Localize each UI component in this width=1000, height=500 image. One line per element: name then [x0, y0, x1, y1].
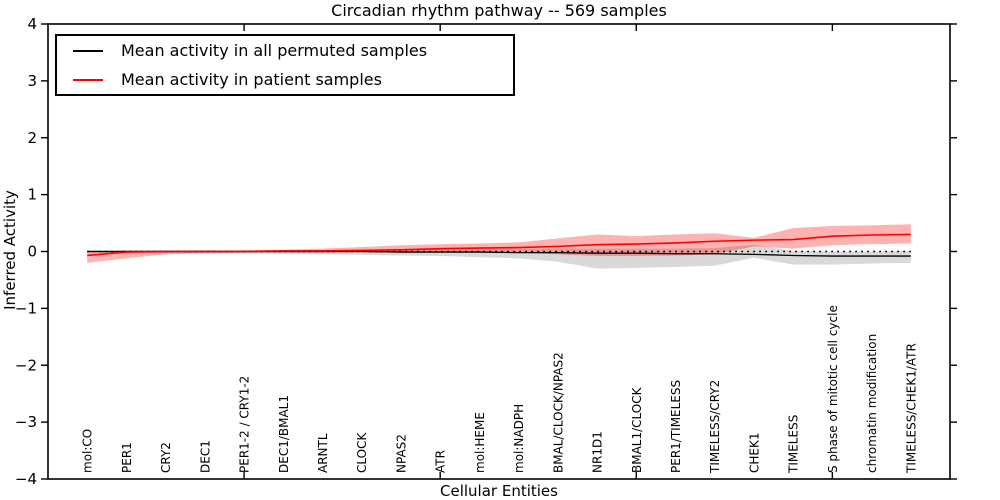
y-tick-label: 3: [27, 72, 37, 90]
y-tick-label: 0: [27, 243, 37, 261]
x-category-label: chromatin modification: [865, 334, 879, 473]
y-tick-label: 4: [27, 15, 37, 33]
x-category-label: TIMELESS: [787, 415, 801, 474]
x-category-label: mol:CO: [81, 429, 95, 473]
x-axis-label: Cellular Entities: [440, 482, 558, 500]
x-category-label: ARNTL: [316, 433, 330, 473]
x-category-label: NR1D1: [591, 431, 605, 473]
x-category-label: PER1-2 / CRY1-2: [238, 376, 252, 473]
legend-swatch: [73, 49, 103, 52]
x-category-label: DEC1/BMAL1: [277, 395, 291, 473]
y-tick-label: 1: [27, 186, 37, 204]
x-category-label: NPAS2: [394, 434, 408, 473]
x-category-label: PER1: [120, 442, 134, 473]
y-tick-label: −3: [15, 413, 37, 431]
x-category-label: TIMELESS/CHEK1/ATR: [904, 343, 918, 474]
y-tick-label: −1: [15, 299, 37, 317]
x-category-label: BMAL/CLOCK/NPAS2: [551, 352, 565, 473]
legend-swatch: [73, 78, 103, 81]
y-tick-label: −2: [15, 356, 37, 374]
series-line: [87, 233, 911, 257]
legend: Mean activity in all permuted samples Me…: [55, 34, 515, 96]
x-category-label: S phase of mitotic cell cycle: [826, 305, 840, 473]
x-category-label: CLOCK: [355, 432, 369, 473]
x-category-label: CHEK1: [747, 433, 761, 474]
y-tick-label: 2: [27, 129, 37, 147]
x-category-label: ATR: [434, 450, 448, 473]
x-category-label: PER1/TIMELESS: [669, 380, 683, 473]
x-category-label: TIMELESS/CRY2: [708, 380, 722, 474]
x-category-label: DEC1: [198, 440, 212, 473]
legend-label: Mean activity in all permuted samples: [121, 41, 428, 60]
x-category-label: CRY2: [159, 442, 173, 473]
x-category-label: mol:NADPH: [512, 404, 526, 473]
y-axis-label: Inferred Activity: [1, 190, 19, 310]
legend-item: Mean activity in all permuted samples: [57, 37, 513, 64]
y-tick-label: −4: [15, 470, 37, 488]
legend-label: Mean activity in patient samples: [121, 70, 382, 89]
x-category-label: mol:HEME: [473, 412, 487, 473]
legend-item: Mean activity in patient samples: [57, 66, 513, 93]
chart-title: Circadian rhythm pathway -- 569 samples: [331, 1, 667, 20]
x-category-label: BMAL1/CLOCK: [630, 386, 644, 473]
